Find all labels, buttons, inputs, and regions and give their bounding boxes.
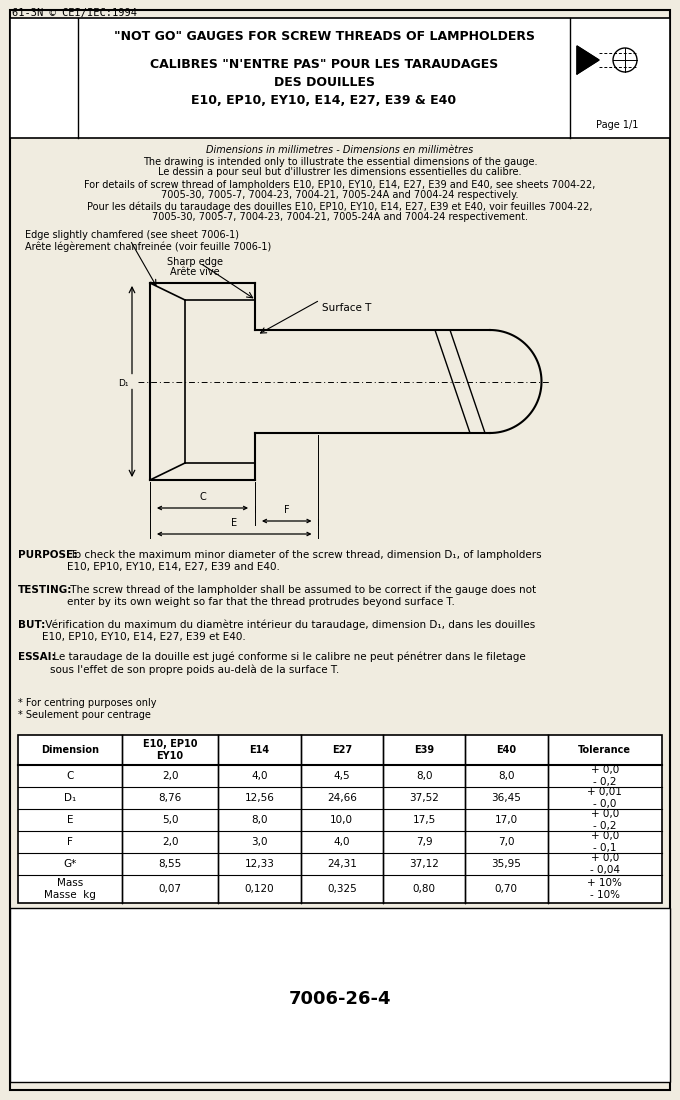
Text: G*: G* [63,859,77,869]
Text: 10,0: 10,0 [330,815,354,825]
Text: E: E [67,815,73,825]
Text: 8,0: 8,0 [416,771,432,781]
Text: Mass
Masse  kg: Mass Masse kg [44,878,96,900]
Text: E: E [231,518,237,528]
Text: 8,0: 8,0 [251,815,268,825]
Text: Page 1/1: Page 1/1 [596,120,639,130]
Text: "NOT GO" GAUGES FOR SCREW THREADS OF LAMPHOLDERS: "NOT GO" GAUGES FOR SCREW THREADS OF LAM… [114,30,534,43]
Text: 0,70: 0,70 [495,884,518,894]
Text: 24,66: 24,66 [327,793,357,803]
Text: 2,0: 2,0 [162,837,178,847]
Text: 8,76: 8,76 [158,793,182,803]
Text: ESSAI:: ESSAI: [18,652,56,662]
Text: The screw thread of the lampholder shall be assumed to be correct if the gauge d: The screw thread of the lampholder shall… [67,585,536,606]
Text: E14: E14 [250,745,269,755]
Text: To check the maximum minor diameter of the screw thread, dimension D₁, of lampho: To check the maximum minor diameter of t… [67,550,542,572]
Text: Vérification du maximum du diamètre intérieur du taraudage, dimension D₁, dans l: Vérification du maximum du diamètre inté… [42,620,535,642]
Text: D₁: D₁ [64,793,76,803]
Text: * Seulement pour centrage: * Seulement pour centrage [18,710,151,720]
Text: + 0,0
- 0,2: + 0,0 - 0,2 [591,764,619,788]
Text: 37,12: 37,12 [409,859,439,869]
Text: 7006-26-4: 7006-26-4 [289,990,391,1008]
Text: 2,0: 2,0 [162,771,178,781]
Text: E40: E40 [496,745,516,755]
Polygon shape [577,46,599,74]
Text: 12,33: 12,33 [245,859,275,869]
Text: 0,07: 0,07 [158,884,182,894]
Text: Dimensions in millimetres - Dimensions en millimètres: Dimensions in millimetres - Dimensions e… [206,145,474,155]
Text: + 0,0
- 0,2: + 0,0 - 0,2 [591,808,619,832]
Text: E27: E27 [332,745,352,755]
Text: Dimension: Dimension [41,745,99,755]
Text: + 0,01
- 0,0: + 0,01 - 0,0 [588,786,622,810]
Text: C: C [66,771,73,781]
Text: Sharp edge: Sharp edge [167,257,223,267]
Text: The drawing is intended only to illustrate the essential dimensions of the gauge: The drawing is intended only to illustra… [143,157,537,167]
Text: DES DOUILLES: DES DOUILLES [273,76,375,89]
Text: 4,5: 4,5 [333,771,350,781]
Text: 4,0: 4,0 [251,771,268,781]
Text: 37,52: 37,52 [409,793,439,803]
Text: * For centring purposes only: * For centring purposes only [18,698,156,708]
Text: Le taraudage de la douille est jugé conforme si le calibre ne peut pénétrer dans: Le taraudage de la douille est jugé conf… [50,652,526,674]
Text: 4,0: 4,0 [333,837,350,847]
Text: D₁: D₁ [118,379,129,388]
Text: Pour les détails du taraudage des douilles E10, EP10, EY10, E14, E27, E39 et E40: Pour les détails du taraudage des douill… [87,202,593,212]
Text: For details of screw thread of lampholders E10, EP10, EY10, E14, E27, E39 and E4: For details of screw thread of lampholde… [84,180,596,190]
Text: PURPOSE:: PURPOSE: [18,550,78,560]
Bar [18,735,662,903]
Text: C: C [199,492,206,502]
Text: 0,120: 0,120 [245,884,274,894]
Text: E39: E39 [414,745,434,755]
Text: + 0,0
- 0,1: + 0,0 - 0,1 [591,830,619,854]
Text: BUT:: BUT: [18,620,46,630]
Text: 61-3N © CEI/IEC:1994: 61-3N © CEI/IEC:1994 [12,8,137,18]
Text: 24,31: 24,31 [327,859,357,869]
Text: CALIBRES "N'ENTRE PAS" POUR LES TARAUDAGES: CALIBRES "N'ENTRE PAS" POUR LES TARAUDAG… [150,58,498,72]
Text: 0,325: 0,325 [327,884,357,894]
Text: TESTING:: TESTING: [18,585,72,595]
Text: Arête vive: Arête vive [170,267,220,277]
Text: E10, EP10
EY10: E10, EP10 EY10 [143,739,197,761]
Text: 3,0: 3,0 [251,837,268,847]
Text: 7005-30, 7005-7, 7004-23, 7004-21, 7005-24A and 7004-24 respectivement.: 7005-30, 7005-7, 7004-23, 7004-21, 7005-… [152,212,528,222]
Text: 7005-30, 7005-7, 7004-23, 7004-21, 7005-24A and 7004-24 respectively.: 7005-30, 7005-7, 7004-23, 7004-21, 7005-… [161,190,519,200]
Text: 0,80: 0,80 [413,884,436,894]
Text: 5,0: 5,0 [162,815,178,825]
Text: 36,45: 36,45 [492,793,522,803]
Text: Le dessin a pour seul but d'illustrer les dimensions essentielles du calibre.: Le dessin a pour seul but d'illustrer le… [158,167,522,177]
Text: 8,0: 8,0 [498,771,515,781]
Text: 7,0: 7,0 [498,837,515,847]
Text: Arête légèrement chanfreinée (voir feuille 7006-1): Arête légèrement chanfreinée (voir feuil… [25,241,271,252]
Text: + 10%
- 10%: + 10% - 10% [588,878,622,900]
Text: Surface T: Surface T [322,302,371,313]
Text: 7,9: 7,9 [415,837,432,847]
Text: 12,56: 12,56 [245,793,275,803]
Text: E10, EP10, EY10, E14, E27, E39 & E40: E10, EP10, EY10, E14, E27, E39 & E40 [192,94,456,107]
Bar [10,18,670,138]
Text: + 0,0
- 0,04: + 0,0 - 0,04 [590,852,619,876]
Text: 35,95: 35,95 [492,859,522,869]
Text: F: F [67,837,73,847]
Text: 17,0: 17,0 [495,815,518,825]
Text: 17,5: 17,5 [413,815,436,825]
Text: Edge slightly chamfered (see sheet 7006-1): Edge slightly chamfered (see sheet 7006-… [25,230,239,240]
Text: Tolerance: Tolerance [578,745,631,755]
Bar [10,908,670,1082]
Text: F: F [284,505,290,515]
Text: 8,55: 8,55 [158,859,182,869]
